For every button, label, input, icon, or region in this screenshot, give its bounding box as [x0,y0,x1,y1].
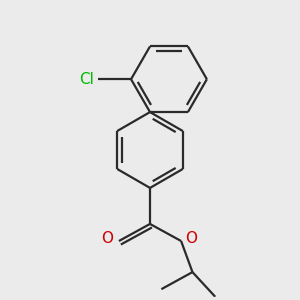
Text: O: O [102,231,114,246]
Text: O: O [186,231,198,246]
Text: Cl: Cl [79,72,94,87]
